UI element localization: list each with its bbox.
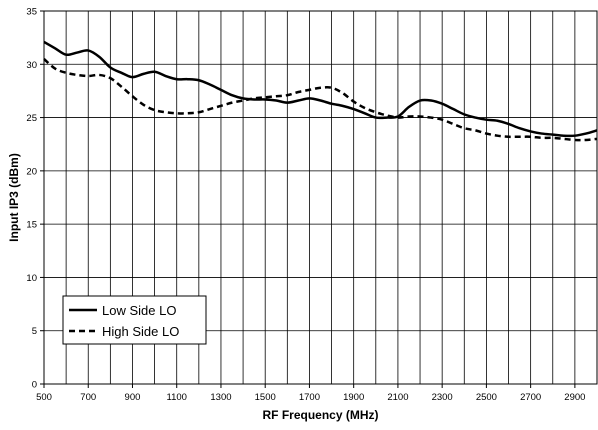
x-tick-label: 2700 xyxy=(520,392,541,403)
series-line-low-side-lo xyxy=(43,40,598,138)
y-tick-label: 5 xyxy=(32,326,37,337)
x-tick-label: 1700 xyxy=(299,392,320,403)
x-tick-label: 500 xyxy=(36,392,52,403)
x-tick-label: 1100 xyxy=(167,392,187,403)
x-tick-label: 2300 xyxy=(432,392,453,403)
y-tick-label: 25 xyxy=(26,113,37,124)
y-tick-labels: 0 5 10 15 20 25 30 35 xyxy=(26,7,44,391)
x-tick-label: 2500 xyxy=(476,392,497,403)
y-tick-label: 15 xyxy=(26,220,37,231)
y-tick-label: 20 xyxy=(26,166,37,177)
x-tick-label: 1300 xyxy=(210,392,231,403)
x-tick-label: 2100 xyxy=(387,392,408,403)
x-tick-label: 900 xyxy=(125,392,141,403)
legend-box xyxy=(62,295,207,345)
x-axis-title: RF Frequency (MHz) xyxy=(262,408,378,422)
series-line-high-side-lo xyxy=(43,58,598,142)
y-axis-title: Input IP3 (dBm) xyxy=(7,153,21,242)
legend: Low Side LO High Side LO xyxy=(62,295,207,345)
y-tick-label: 30 xyxy=(26,60,37,71)
plot-area-border xyxy=(43,10,598,385)
x-tick-label: 700 xyxy=(80,392,96,403)
y-tick-label: 0 xyxy=(32,380,37,391)
y-tick-label: 35 xyxy=(26,7,37,18)
series-lines xyxy=(43,40,598,142)
legend-label-low-side-lo: Low Side LO xyxy=(102,303,176,318)
x-tick-label: 1500 xyxy=(255,392,276,403)
x-tick-label: 2900 xyxy=(564,392,585,403)
x-tick-labels: 500 700 900 1100 1300 1500 1700 1900 2100 2300 250… xyxy=(36,384,585,403)
gridlines xyxy=(43,10,598,385)
legend-label-high-side-lo: High Side LO xyxy=(102,324,179,339)
y-tick-label: 10 xyxy=(26,273,37,284)
x-tick-label: 1900 xyxy=(343,392,364,403)
